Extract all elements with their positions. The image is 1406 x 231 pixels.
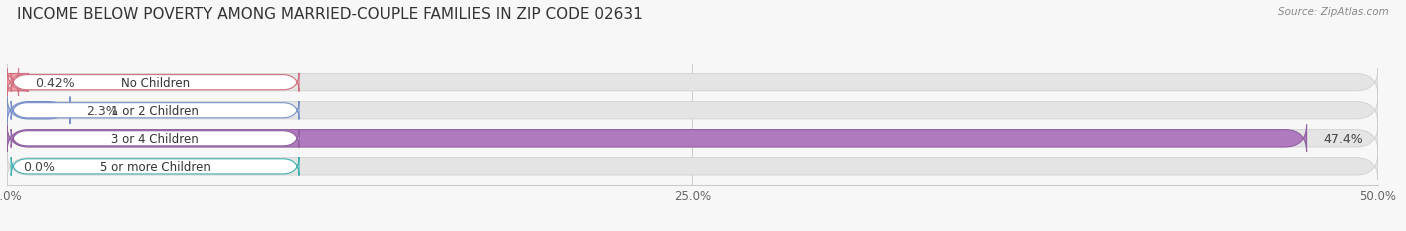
FancyBboxPatch shape <box>11 74 299 92</box>
Text: 2.3%: 2.3% <box>87 104 118 117</box>
Text: 3 or 4 Children: 3 or 4 Children <box>111 132 200 145</box>
FancyBboxPatch shape <box>7 69 1378 97</box>
FancyBboxPatch shape <box>11 130 299 148</box>
Text: 0.0%: 0.0% <box>24 160 55 173</box>
FancyBboxPatch shape <box>7 153 1378 180</box>
FancyBboxPatch shape <box>7 97 1378 125</box>
Text: No Children: No Children <box>121 76 190 89</box>
Text: 5 or more Children: 5 or more Children <box>100 160 211 173</box>
FancyBboxPatch shape <box>11 102 299 120</box>
FancyBboxPatch shape <box>11 157 299 176</box>
FancyBboxPatch shape <box>7 97 70 125</box>
Text: INCOME BELOW POVERTY AMONG MARRIED-COUPLE FAMILIES IN ZIP CODE 02631: INCOME BELOW POVERTY AMONG MARRIED-COUPL… <box>17 7 643 22</box>
Text: Source: ZipAtlas.com: Source: ZipAtlas.com <box>1278 7 1389 17</box>
Text: 1 or 2 Children: 1 or 2 Children <box>111 104 200 117</box>
Text: 47.4%: 47.4% <box>1323 132 1362 145</box>
FancyBboxPatch shape <box>7 125 1306 152</box>
FancyBboxPatch shape <box>7 125 1378 152</box>
FancyBboxPatch shape <box>0 69 30 97</box>
Text: 0.42%: 0.42% <box>35 76 75 89</box>
